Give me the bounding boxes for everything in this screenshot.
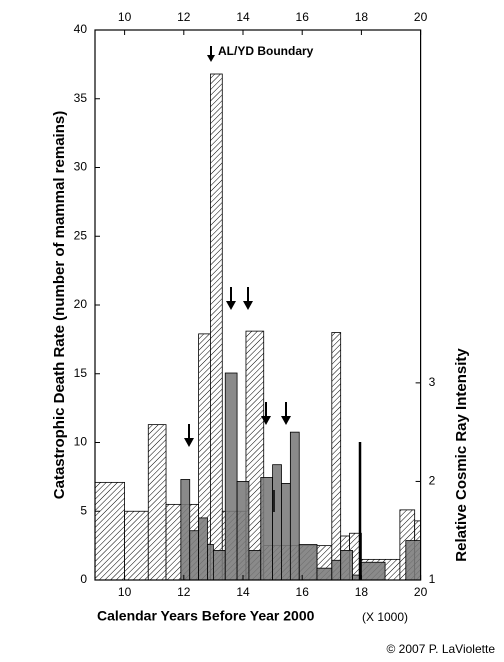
y-tick-label: 10 xyxy=(74,435,88,449)
arrows xyxy=(184,46,362,580)
hatched-bar xyxy=(331,332,342,581)
cosmic-ray-bar xyxy=(289,431,300,581)
y-tick-label: 35 xyxy=(74,91,88,105)
x-top-tick-label: 12 xyxy=(177,10,191,24)
cosmic-ray-bar xyxy=(224,372,238,581)
cosmic-ray-bar xyxy=(331,559,342,581)
y2-tick-label: 2 xyxy=(429,474,436,488)
cosmic-ray-bar xyxy=(272,464,282,581)
hatched-bar xyxy=(147,424,167,581)
y-tick-label: 5 xyxy=(80,503,87,517)
x-tick-label: 12 xyxy=(177,585,191,599)
y-tick-label: 25 xyxy=(74,228,88,242)
cosmic-ray-bar xyxy=(189,530,200,581)
x-tick-label: 16 xyxy=(296,585,310,599)
cosmic-ray-bar xyxy=(360,561,386,581)
x-axis-label: Calendar Years Before Year 2000 xyxy=(97,608,315,624)
cosmic-ray-bar xyxy=(212,550,226,581)
hatched-bar xyxy=(210,73,223,581)
x-top-tick-label: 18 xyxy=(355,10,369,24)
x-tick-label: 10 xyxy=(118,585,132,599)
x-unit: (X 1000) xyxy=(362,610,408,624)
cosmic-ray-bar xyxy=(236,481,250,581)
y2-tick-label: 1 xyxy=(429,572,436,586)
x-top-tick-label: 10 xyxy=(118,10,132,24)
credit: © 2007 P. LaViolette xyxy=(387,642,496,656)
cosmic-ray-bar xyxy=(405,540,421,581)
cosmic-ray-bar xyxy=(316,567,333,581)
x-top-tick-label: 20 xyxy=(414,10,428,24)
y2-axis-label: Relative Cosmic Ray Intensity xyxy=(453,348,470,562)
y-axis-label: Catastrophic Death Rate (number of mamma… xyxy=(51,111,68,499)
cosmic-ray-bar xyxy=(298,544,318,581)
x-tick-label: 14 xyxy=(236,585,250,599)
y-tick-label: 20 xyxy=(74,297,88,311)
hatched-bar xyxy=(124,510,149,581)
y-tick-label: 30 xyxy=(74,160,88,174)
cosmic-ray-bar xyxy=(281,483,291,581)
cosmic-ray-bar xyxy=(198,517,208,581)
cosmic-ray-bar xyxy=(180,479,191,581)
y-tick-label: 40 xyxy=(74,22,88,36)
x-top-tick-label: 14 xyxy=(236,10,250,24)
x-tick-label: 18 xyxy=(355,585,369,599)
x-top-tick-label: 16 xyxy=(296,10,310,24)
y-tick-label: 0 xyxy=(80,572,87,586)
y-tick-label: 15 xyxy=(74,366,88,380)
cosmic-ray-bar xyxy=(340,550,353,581)
y2-tick-label: 3 xyxy=(429,375,436,389)
cosmic-ray-bar xyxy=(207,544,214,581)
x-tick-label: 20 xyxy=(414,585,428,599)
cosmic-ray-bar xyxy=(248,550,262,581)
cosmic-ray-bar xyxy=(260,477,274,581)
hatched-bar xyxy=(94,481,126,581)
annotation: AL/YD Boundary xyxy=(218,44,314,58)
